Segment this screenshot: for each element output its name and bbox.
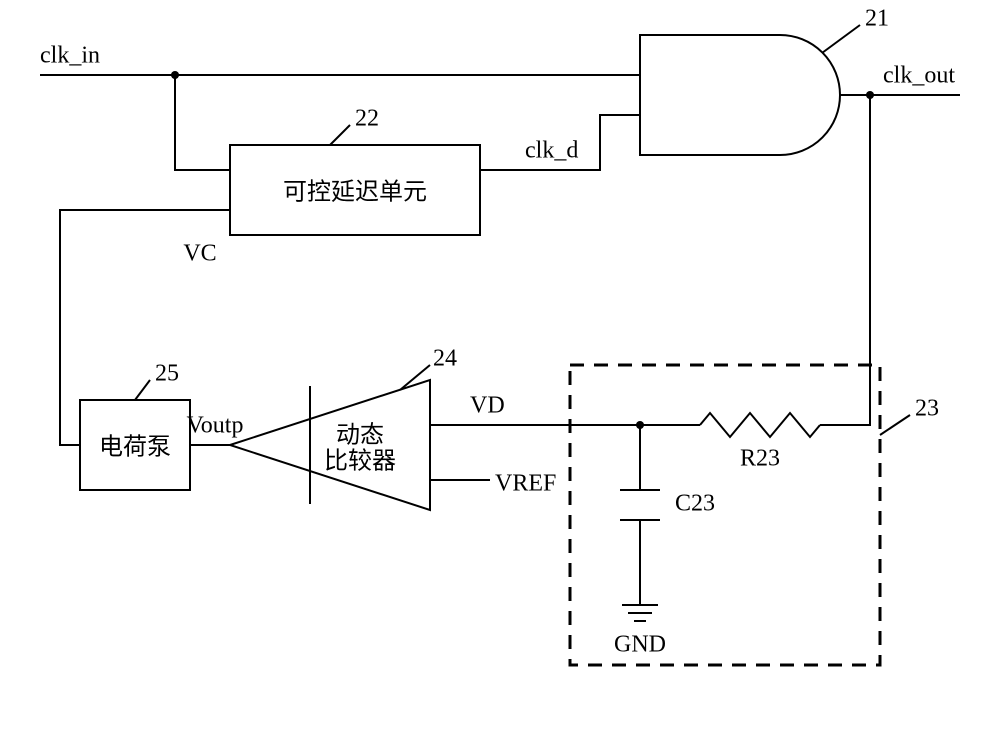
and-gate <box>640 35 840 155</box>
delay-unit-label: 可控延迟单元 <box>283 179 427 206</box>
clk-out-label: clk_out <box>883 63 955 89</box>
ref-21: 21 <box>865 6 889 32</box>
c23-label: C23 <box>675 491 715 517</box>
ref-24: 24 <box>433 346 457 372</box>
r23-label: R23 <box>740 446 780 472</box>
clk-in-label: clk_in <box>40 43 100 69</box>
comparator-label-2: 比较器 <box>324 448 396 475</box>
vc-label: VC <box>183 241 216 267</box>
resistor-r23 <box>700 413 820 437</box>
vd-label: VD <box>470 393 505 419</box>
charge-pump-label: 电荷泵 <box>99 434 171 461</box>
gnd-label: GND <box>614 632 666 658</box>
clk-d-label: clk_d <box>525 138 578 164</box>
rc-network-box <box>570 365 880 665</box>
vref-label: VREF <box>495 471 556 497</box>
voutp-label: Voutp <box>187 413 244 439</box>
comparator-block <box>230 380 430 510</box>
ref-23: 23 <box>915 396 939 422</box>
comparator-label-1: 动态 <box>336 422 384 449</box>
ref-22: 22 <box>355 106 379 132</box>
ref-25: 25 <box>155 361 179 387</box>
